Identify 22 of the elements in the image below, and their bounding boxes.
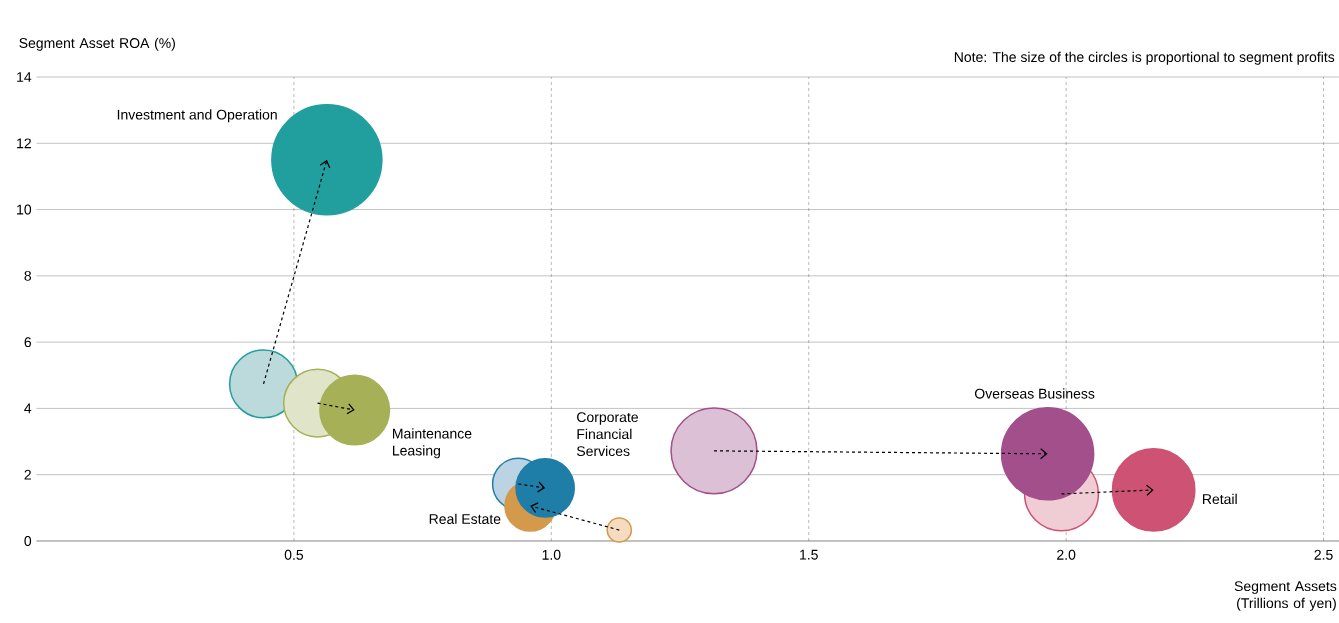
y-tick-label: 14	[17, 72, 32, 82]
x-axis-title: Segment Assets (Trillions of yen)	[1234, 581, 1337, 611]
y-tick-label: 6	[24, 337, 32, 348]
x-tick-label: 2.5	[1314, 549, 1333, 560]
annotation: Corporate Financial Services	[576, 412, 638, 457]
y-tick-label: 0	[24, 536, 32, 546]
x-tick-label: 2.0	[1057, 549, 1076, 560]
text: Note: The size of the circles is proportional to segment profits	[954, 51, 1335, 65]
x-tick-label: 0.5	[284, 549, 304, 560]
y-axis-title: Segment Asset ROA (%)	[19, 37, 175, 51]
y-tick-label: 4	[24, 403, 32, 414]
y-tick-label: 8	[24, 270, 32, 281]
annotation: Overseas Business	[974, 388, 1095, 399]
y-tick-label: 2	[24, 469, 31, 480]
annotation: Retail	[1203, 493, 1237, 505]
x-tick-label: 1.0	[542, 549, 561, 560]
annotation: Investment and Operation	[117, 109, 277, 123]
y-tick-label: 10	[17, 204, 32, 215]
x-tick-label: 1.5	[800, 549, 818, 560]
annotation: Maintenance Leasing	[393, 428, 472, 459]
annotation: Real Estate	[429, 513, 501, 524]
y-tick-label: 12	[17, 138, 31, 149]
